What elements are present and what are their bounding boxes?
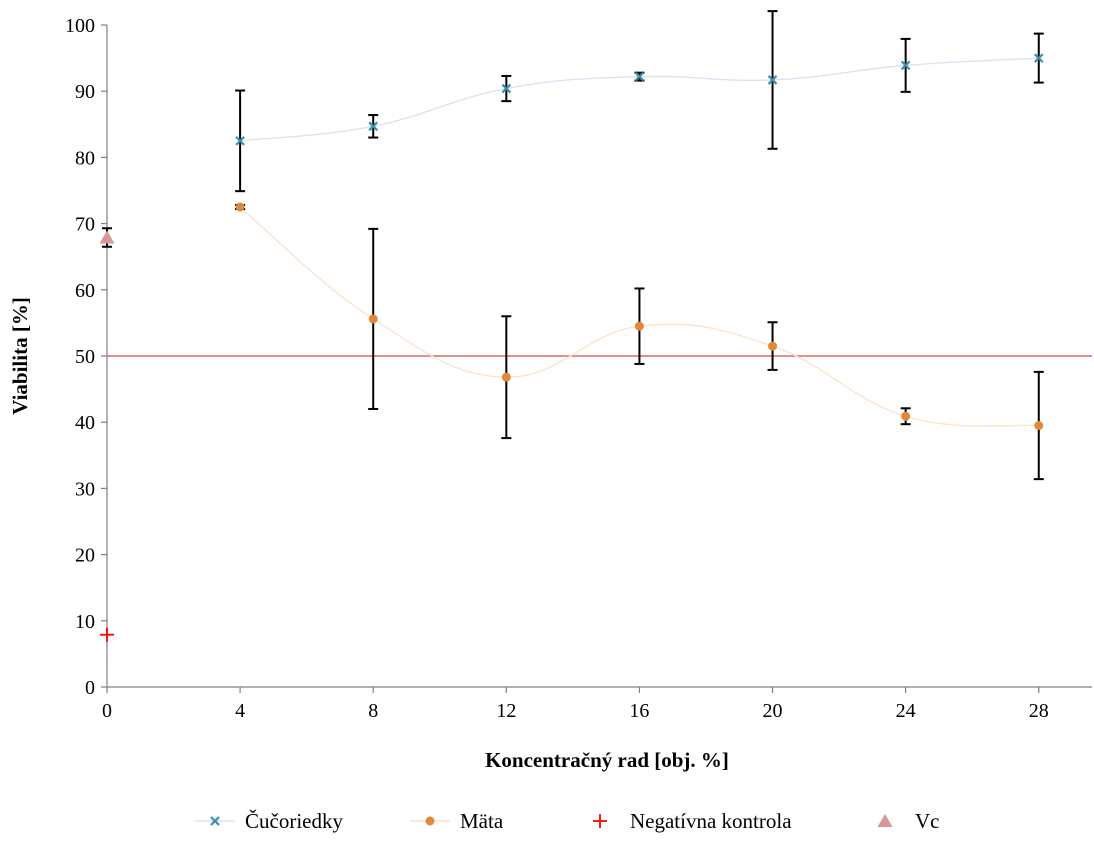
axis-ticks: 0 10 20 30 40 50 60 70 80 90 100 0 4 8 12 16 20 24 28 [65, 15, 1049, 722]
legend-marker [425, 816, 435, 826]
data-point [501, 372, 511, 382]
y-tick-label: 40 [75, 412, 95, 434]
data-point [1034, 421, 1044, 431]
y-tick-label: 30 [75, 478, 95, 500]
data-point [634, 321, 644, 331]
y-tick-label: 70 [75, 214, 95, 236]
data-point [767, 75, 778, 85]
x-axis-title: Koncentračný rad [obj. %] [485, 748, 729, 772]
data-point [100, 627, 114, 642]
x-tick-label: 16 [629, 700, 649, 722]
data-point [368, 314, 378, 324]
data-point [1033, 53, 1044, 63]
data-point [901, 411, 911, 421]
x-tick-label: 12 [496, 700, 516, 722]
data-point [501, 83, 512, 94]
legend-label: Negatívna kontrola [630, 809, 792, 833]
legend-entry: Mäta [410, 809, 504, 833]
x-tick-label: 28 [1029, 700, 1049, 722]
series-0-line [240, 57, 1039, 142]
legend-label: Vc [915, 809, 940, 833]
y-tick-label: 60 [75, 280, 95, 302]
x-tick-label: 0 [102, 700, 112, 722]
legend-label: Čučoriedky [245, 809, 343, 833]
data-markers [99, 53, 1044, 642]
x-tick-label: 24 [896, 700, 916, 722]
x-tick-label: 4 [235, 700, 245, 722]
data-point [368, 121, 378, 132]
y-tick-label: 50 [75, 346, 95, 368]
legend-marker [210, 816, 220, 826]
y-axis-title: Viabilita [%] [8, 297, 32, 415]
data-point [235, 136, 245, 146]
y-tick-label: 80 [75, 147, 95, 169]
data-point [235, 202, 245, 212]
data-point [99, 230, 115, 244]
y-tick-label: 20 [75, 545, 95, 567]
legend-label: Mäta [460, 809, 504, 833]
x-tick-label: 20 [763, 700, 783, 722]
legend-entry: Negatívna kontrola [593, 809, 792, 833]
legend-entry: Čučoriedky [195, 809, 343, 833]
data-point [900, 60, 911, 71]
series-lines [239, 57, 1039, 427]
y-tick-label: 0 [85, 677, 95, 699]
y-tick-label: 100 [65, 15, 95, 37]
data-point [768, 341, 778, 351]
legend-marker [593, 814, 607, 828]
error-bars [102, 10, 1044, 481]
legend: Čučoriedky Mäta Negatívna kontrola Vc [195, 809, 940, 833]
y-tick-label: 10 [75, 611, 95, 633]
data-point [634, 71, 645, 82]
x-tick-label: 8 [368, 700, 378, 722]
y-tick-label: 90 [75, 81, 95, 103]
legend-marker [877, 814, 893, 827]
legend-entry: Vc [877, 809, 940, 833]
